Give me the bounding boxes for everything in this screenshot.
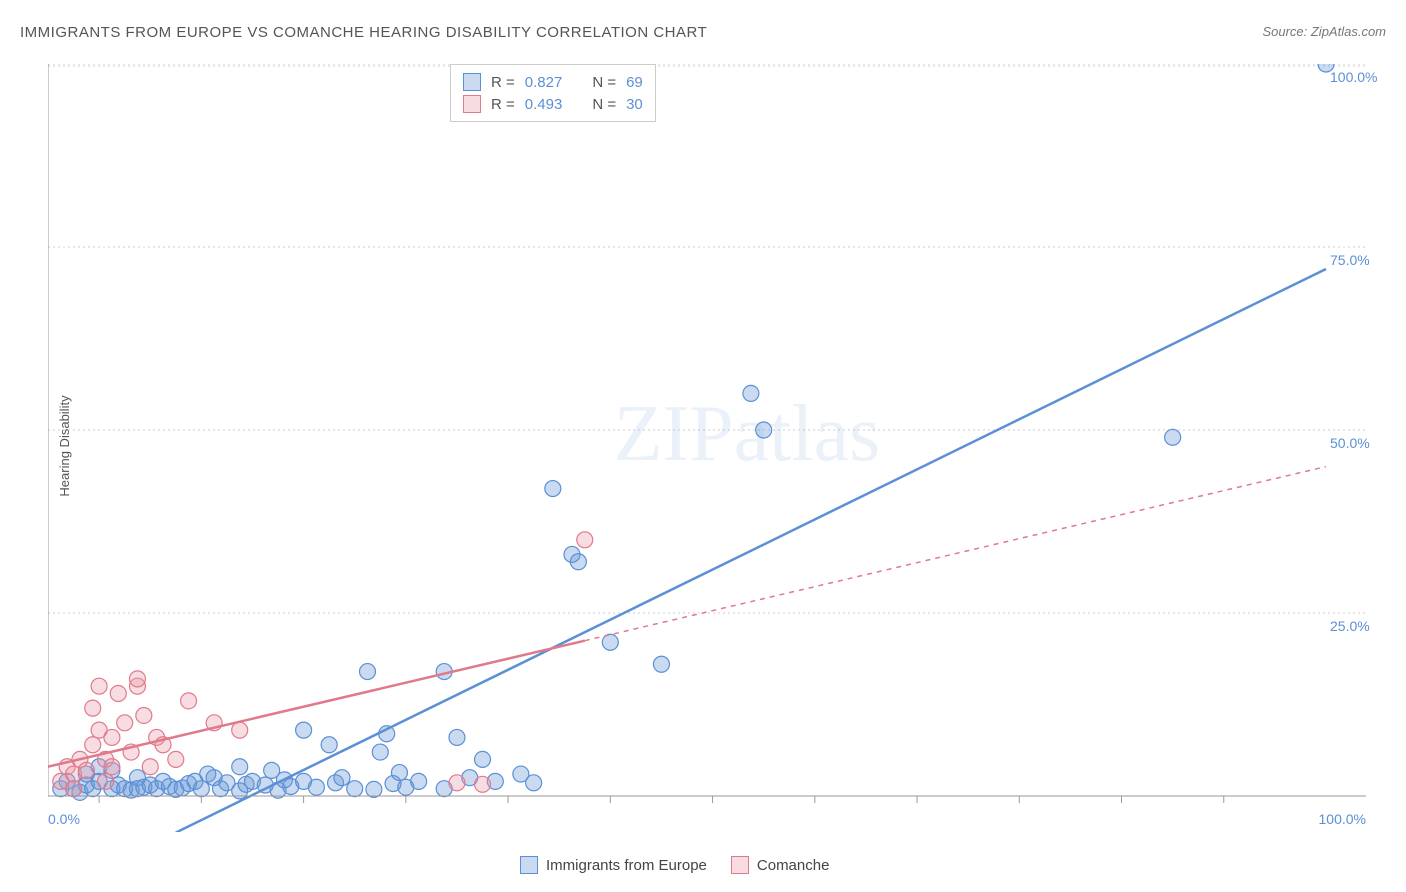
data-point — [85, 700, 101, 716]
data-point — [91, 678, 107, 694]
y-tick-label: 100.0% — [1330, 69, 1377, 85]
data-point — [577, 532, 593, 548]
data-point — [372, 744, 388, 760]
chart-area: 25.0% 50.0% 75.0% 100.0% ZIPatlas 0.0% 100.0% — [48, 64, 1386, 832]
legend-item: Comanche — [731, 856, 830, 874]
legend-item: Immigrants from Europe — [520, 856, 707, 874]
legend-swatch — [731, 856, 749, 874]
r-label: R = — [491, 74, 515, 91]
data-point — [545, 481, 561, 497]
y-tick-label: 25.0% — [1330, 618, 1370, 634]
data-point — [181, 693, 197, 709]
data-point — [321, 737, 337, 753]
data-point — [142, 759, 158, 775]
data-point — [347, 781, 363, 797]
legend-row: R = 0.493 N = 30 — [463, 93, 643, 115]
data-point — [136, 707, 152, 723]
data-point — [366, 781, 382, 797]
data-point — [129, 671, 145, 687]
data-point — [449, 775, 465, 791]
n-label: N = — [592, 74, 616, 91]
chart-title: IMMIGRANTS FROM EUROPE VS COMANCHE HEARI… — [20, 24, 707, 41]
data-point — [653, 656, 669, 672]
legend-row: R = 0.827 N = 69 — [463, 71, 643, 93]
data-point — [296, 722, 312, 738]
source-attribution: Source: ZipAtlas.com — [1262, 24, 1386, 39]
series-legend: Immigrants from Europe Comanche — [520, 856, 829, 874]
watermark: ZIPatlas — [614, 390, 881, 478]
legend-label: Comanche — [757, 857, 830, 874]
data-point — [168, 751, 184, 767]
data-point — [475, 751, 491, 767]
data-point — [743, 385, 759, 401]
scatter-plot: 25.0% 50.0% 75.0% 100.0% ZIPatlas 0.0% 100.0% — [48, 64, 1386, 832]
data-point — [232, 759, 248, 775]
data-point — [110, 686, 126, 702]
data-point — [475, 776, 491, 792]
data-point — [78, 762, 94, 778]
data-point — [98, 773, 114, 789]
data-point — [411, 773, 427, 789]
trend-line-solid — [176, 269, 1326, 832]
trend-line-dashed — [585, 467, 1326, 641]
legend-label: Immigrants from Europe — [546, 857, 707, 874]
legend-swatch — [463, 73, 481, 91]
n-value: 30 — [626, 96, 643, 113]
x-tick-label-right: 100.0% — [1319, 811, 1366, 827]
data-point — [104, 729, 120, 745]
data-point — [391, 765, 407, 781]
data-point — [334, 770, 350, 786]
data-point — [66, 781, 82, 797]
legend-swatch — [463, 95, 481, 113]
r-label: R = — [491, 96, 515, 113]
legend-swatch — [520, 856, 538, 874]
data-point — [193, 781, 209, 797]
y-tick-label: 50.0% — [1330, 435, 1370, 451]
y-tick-label: 75.0% — [1330, 252, 1370, 268]
data-point — [232, 722, 248, 738]
data-point — [308, 779, 324, 795]
data-point — [1165, 429, 1181, 445]
trend-line-solid — [48, 641, 585, 767]
n-label: N = — [592, 96, 616, 113]
data-point — [104, 759, 120, 775]
data-point — [117, 715, 133, 731]
r-value: 0.827 — [525, 74, 563, 91]
correlation-legend: R = 0.827 N = 69 R = 0.493 N = 30 — [450, 64, 656, 122]
data-point — [526, 775, 542, 791]
n-value: 69 — [626, 74, 643, 91]
x-tick-label-left: 0.0% — [48, 811, 80, 827]
data-point — [756, 422, 772, 438]
r-value: 0.493 — [525, 96, 563, 113]
data-point — [570, 554, 586, 570]
data-point — [85, 737, 101, 753]
data-point — [449, 729, 465, 745]
data-point — [360, 664, 376, 680]
